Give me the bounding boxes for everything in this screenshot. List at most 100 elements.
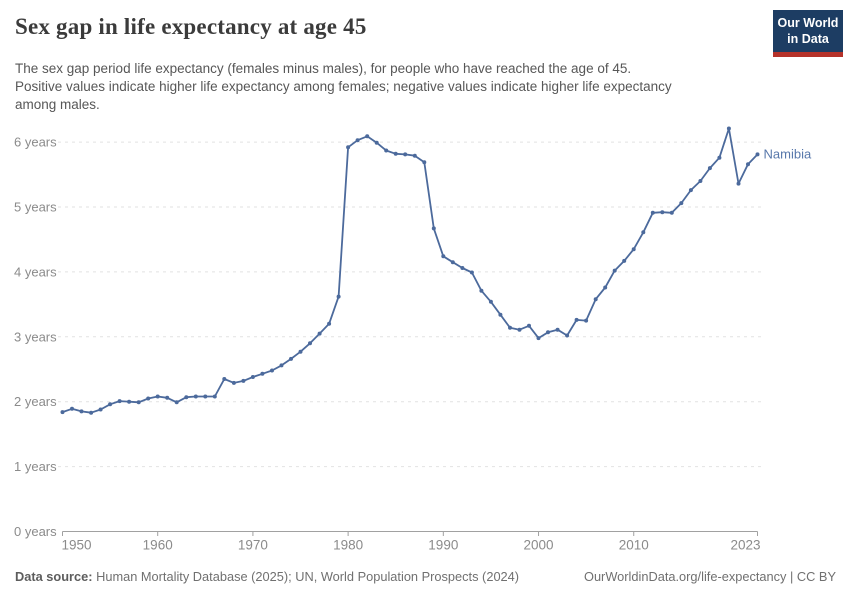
- data-point-1991[interactable]: [450, 260, 455, 265]
- data-point-1963[interactable]: [184, 395, 189, 400]
- y-axis-label-3: 3 years: [14, 329, 57, 344]
- data-point-2021[interactable]: [736, 181, 741, 186]
- data-point-1970[interactable]: [250, 375, 255, 379]
- data-point-2022[interactable]: [746, 162, 750, 167]
- data-point-1971[interactable]: [260, 371, 265, 376]
- data-point-2012[interactable]: [650, 210, 655, 215]
- chart-subtitle: The sex gap period life expectancy (fema…: [15, 60, 705, 113]
- data-point-2004[interactable]: [574, 317, 579, 322]
- data-point-1990[interactable]: [441, 254, 446, 259]
- data-point-1993[interactable]: [469, 270, 474, 275]
- data-point-2013[interactable]: [660, 210, 665, 215]
- data-point-1981[interactable]: [355, 138, 360, 143]
- data-point-2017[interactable]: [698, 179, 703, 183]
- x-axis-label-1980: 1980: [333, 538, 363, 553]
- data-point-1975[interactable]: [298, 349, 303, 354]
- data-source-text: Human Mortality Database (2025); UN, Wor…: [92, 569, 520, 584]
- chart-footer: Data source: Human Mortality Database (2…: [15, 569, 836, 584]
- data-point-1992[interactable]: [460, 266, 465, 270]
- data-point-1964[interactable]: [193, 394, 198, 399]
- owid-logo-line2: in Data: [787, 32, 829, 47]
- data-point-2016[interactable]: [688, 188, 693, 193]
- data-point-1985[interactable]: [393, 151, 398, 156]
- data-point-1974[interactable]: [289, 356, 293, 361]
- y-axis-label-6: 6 years: [14, 135, 57, 150]
- page-title: Sex gap in life expectancy at age 45: [15, 14, 367, 39]
- x-axis-label-1950: 1950: [62, 538, 92, 553]
- data-point-1966[interactable]: [212, 394, 217, 399]
- x-axis-label-1990: 1990: [428, 538, 458, 553]
- data-point-1956[interactable]: [117, 399, 122, 404]
- data-point-1980[interactable]: [346, 145, 351, 150]
- data-point-1988[interactable]: [422, 160, 427, 165]
- y-axis-label-4: 4 years: [14, 264, 57, 279]
- data-point-1961[interactable]: [165, 395, 170, 400]
- data-point-2006[interactable]: [593, 297, 598, 302]
- data-point-2023[interactable]: [755, 152, 760, 157]
- data-point-2000[interactable]: [536, 336, 541, 341]
- data-point-2002[interactable]: [555, 327, 560, 332]
- y-axis-label-0: 0 years: [14, 524, 57, 539]
- y-axis-label-5: 5 years: [14, 200, 57, 215]
- data-point-2007[interactable]: [603, 285, 608, 290]
- series-end-label-namibia[interactable]: Namibia: [764, 146, 812, 161]
- data-source: Data source: Human Mortality Database (2…: [15, 569, 519, 584]
- data-point-1957[interactable]: [127, 399, 132, 404]
- data-point-2011[interactable]: [641, 230, 646, 235]
- data-point-1983[interactable]: [374, 140, 379, 145]
- credit-link[interactable]: OurWorldinData.org/life-expectancy | CC …: [583, 569, 836, 584]
- data-point-2014[interactable]: [669, 210, 674, 215]
- data-point-1995[interactable]: [488, 299, 493, 304]
- data-point-1976[interactable]: [308, 341, 312, 346]
- data-point-1955[interactable]: [108, 402, 113, 407]
- data-point-2003[interactable]: [565, 333, 570, 338]
- data-point-1979[interactable]: [336, 294, 341, 299]
- data-point-1969[interactable]: [241, 378, 246, 383]
- data-point-1965[interactable]: [203, 394, 208, 399]
- data-point-2005[interactable]: [584, 318, 589, 323]
- data-point-2010[interactable]: [631, 247, 636, 252]
- data-source-label: Data source:: [15, 569, 93, 584]
- series-line-namibia[interactable]: [61, 127, 759, 414]
- data-point-1953[interactable]: [89, 410, 94, 415]
- data-point-2018[interactable]: [707, 166, 712, 171]
- data-point-1960[interactable]: [155, 394, 160, 399]
- data-point-1994[interactable]: [479, 288, 484, 293]
- data-point-1989[interactable]: [431, 226, 436, 231]
- data-point-1962[interactable]: [174, 400, 179, 405]
- data-point-1977[interactable]: [317, 331, 322, 336]
- data-point-2009[interactable]: [622, 258, 627, 263]
- data-point-1998[interactable]: [517, 327, 522, 332]
- data-point-1996[interactable]: [498, 312, 503, 317]
- data-point-1997[interactable]: [508, 325, 512, 330]
- data-point-2001[interactable]: [546, 330, 550, 335]
- data-point-1958[interactable]: [136, 400, 141, 405]
- data-point-1987[interactable]: [412, 153, 417, 158]
- data-point-1986[interactable]: [403, 152, 408, 157]
- data-point-1973[interactable]: [279, 363, 284, 368]
- x-axis-label-2000: 2000: [524, 538, 554, 553]
- data-point-2015[interactable]: [679, 201, 684, 206]
- data-point-1951[interactable]: [70, 406, 74, 411]
- owid-logo[interactable]: Our World in Data: [773, 10, 843, 57]
- data-point-1967[interactable]: [222, 377, 227, 381]
- data-point-1968[interactable]: [231, 380, 236, 385]
- owid-logo-line1: Our World: [777, 16, 839, 30]
- data-point-2008[interactable]: [612, 268, 617, 273]
- data-point-1959[interactable]: [146, 396, 151, 401]
- data-point-1984[interactable]: [384, 148, 389, 153]
- subtitle-sentence-1: The sex gap period life expectancy (fema…: [15, 61, 632, 76]
- data-point-1978[interactable]: [327, 321, 332, 326]
- data-point-1950[interactable]: [60, 410, 65, 415]
- data-point-1972[interactable]: [270, 368, 274, 373]
- y-axis-label-1: 1 years: [14, 459, 57, 474]
- data-point-1999[interactable]: [527, 323, 531, 328]
- x-axis-label-1960: 1960: [143, 538, 173, 553]
- data-point-1954[interactable]: [98, 407, 103, 412]
- data-point-2019[interactable]: [717, 155, 722, 160]
- data-point-1982[interactable]: [365, 134, 370, 139]
- data-point-2020[interactable]: [726, 126, 731, 131]
- data-point-1952[interactable]: [79, 409, 84, 414]
